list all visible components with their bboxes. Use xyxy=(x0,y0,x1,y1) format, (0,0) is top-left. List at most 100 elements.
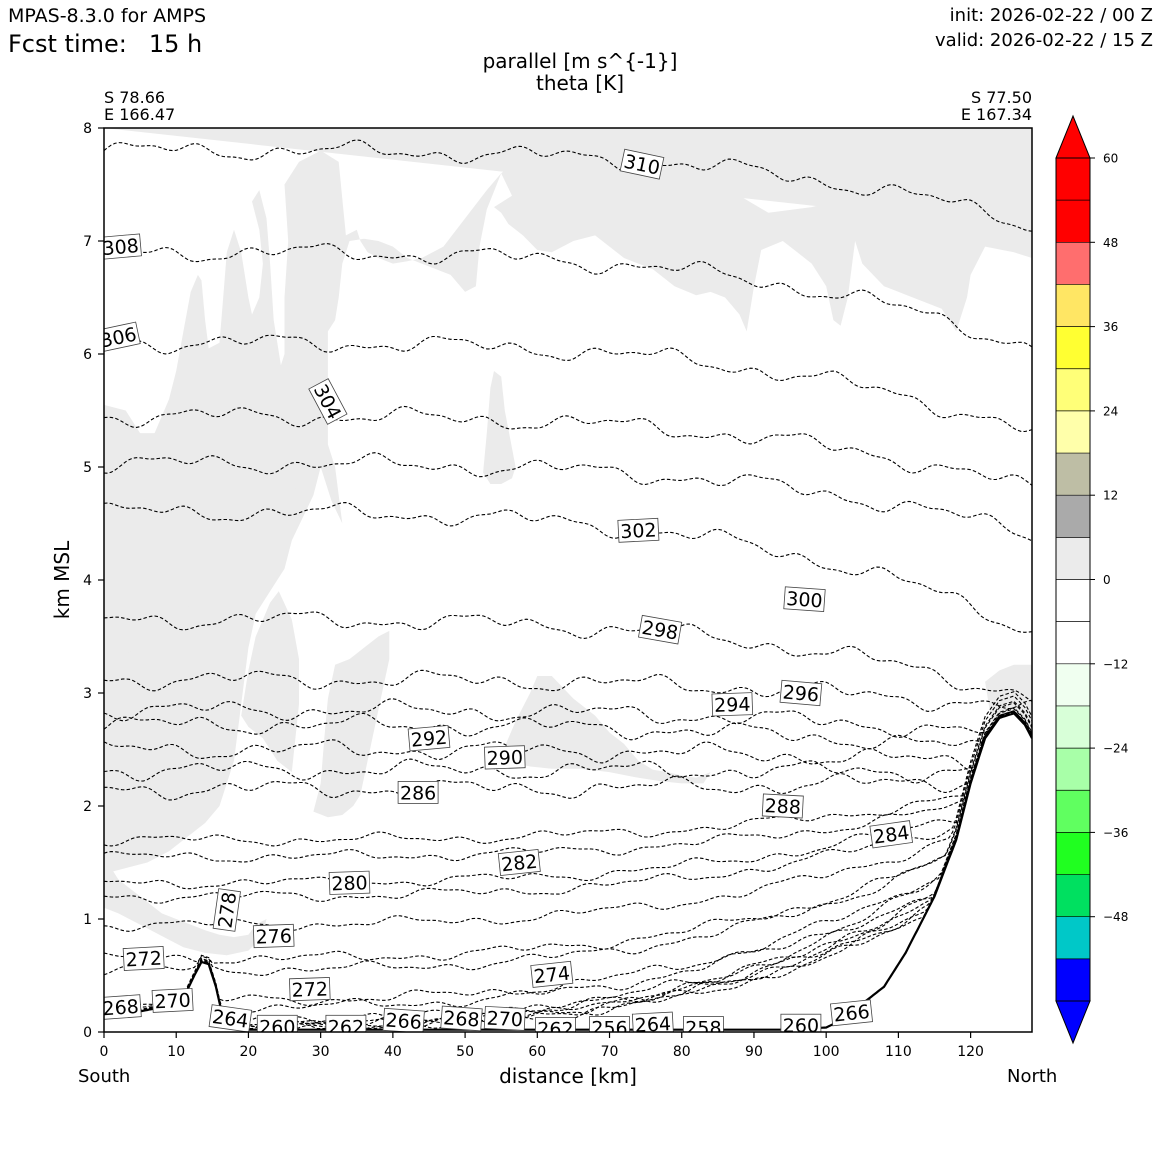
colorbar-bin xyxy=(1056,790,1090,833)
colorbar-bin xyxy=(1056,958,1090,1001)
contour-label-box xyxy=(212,888,241,932)
x-tick-label: 50 xyxy=(456,1044,474,1060)
colorbar-tick-label: 36 xyxy=(1103,320,1118,334)
colorbar-bin xyxy=(1056,326,1090,369)
init-time: init: 2026-02-22 / 00 Z xyxy=(949,5,1153,26)
contour-label-box xyxy=(328,870,371,895)
contour-label-text: 276 xyxy=(255,925,292,948)
lower-left-wind-region-2 xyxy=(104,856,267,956)
mid-left-wind-column xyxy=(241,591,299,773)
y-tick-label: 6 xyxy=(83,347,92,363)
contour-label-text: 294 xyxy=(714,694,751,717)
valid-time: valid: 2026-02-22 / 15 Z xyxy=(935,30,1153,51)
contour-label-text: 302 xyxy=(620,519,657,543)
colorbar-bin xyxy=(1056,874,1090,917)
chart-title-theta: theta [K] xyxy=(536,71,624,95)
contour-label-box xyxy=(589,1016,630,1032)
contour-label-box xyxy=(683,1016,724,1032)
contour-label-298: 298 xyxy=(638,614,683,645)
x-axis-label: distance [km] xyxy=(499,1064,637,1088)
theta-contour-310 xyxy=(104,139,1032,232)
x-tick-label: 80 xyxy=(673,1044,691,1060)
colorbar-tick-label: −48 xyxy=(1103,910,1128,924)
contour-label-282: 282 xyxy=(497,849,541,876)
contour-label-text: 300 xyxy=(786,588,824,612)
colorbar-bin xyxy=(1056,537,1090,580)
colorbar-bin xyxy=(1056,832,1090,875)
colorbar-under-arrow xyxy=(1055,1000,1091,1045)
theta-contour-256 xyxy=(104,711,1032,1030)
contour-label-box xyxy=(619,148,665,180)
contour-label-box xyxy=(252,923,295,949)
theta-contour-300 xyxy=(104,502,1032,633)
x-tick-label: 110 xyxy=(885,1044,912,1060)
y-tick-label: 0 xyxy=(83,1025,92,1041)
x-tick-label: 70 xyxy=(601,1044,619,1060)
contour-label-text: 258 xyxy=(685,1018,721,1040)
contour-label-box xyxy=(631,1011,674,1032)
colorbar-over-arrow xyxy=(1055,114,1091,159)
contour-label-box xyxy=(711,692,754,717)
contour-label-layer: 3103083063043023002982962942922902862882… xyxy=(104,148,913,1040)
colorbar-tick-label: −24 xyxy=(1103,742,1128,756)
contour-label-306: 306 xyxy=(104,321,141,353)
theta-contour-296 xyxy=(104,669,1032,712)
contour-label-text: 266 xyxy=(385,1009,423,1033)
contour-label-text: 270 xyxy=(154,989,191,1013)
contour-label-286: 286 xyxy=(397,781,439,804)
contour-label-text: 256 xyxy=(591,1018,627,1040)
x-tick-label: 10 xyxy=(167,1044,185,1060)
theta-contour-294 xyxy=(104,698,1032,738)
colorbar-bin xyxy=(1056,916,1090,959)
contour-label-box xyxy=(104,321,141,353)
contour-label-box xyxy=(779,679,823,707)
right-endpoint-longitude: E 167.34 xyxy=(960,105,1032,124)
right-endpoint-latitude: S 77.50 xyxy=(970,88,1032,107)
contour-label-box xyxy=(638,614,683,645)
contour-label-box xyxy=(535,1017,576,1032)
contour-label-box xyxy=(397,781,439,804)
contour-label-box xyxy=(497,849,541,876)
colorbar-tick-label: 12 xyxy=(1103,489,1118,503)
contour-label-260: 260 xyxy=(780,1013,822,1032)
theta-contour-288 xyxy=(104,710,1032,784)
contour-label-262: 262 xyxy=(325,1014,367,1032)
theta-contour-284 xyxy=(104,710,1032,847)
contour-label-box xyxy=(122,946,165,971)
contour-label-box xyxy=(208,1004,253,1032)
x-tick-label: 120 xyxy=(957,1044,984,1060)
colorbar-tick-label: 0 xyxy=(1103,573,1111,587)
axes-layer: 0 10 20 30 40 50 60 70 80 90 100 110 120 0 1 2 3 4 5 6 7 8 xyxy=(83,121,984,1060)
contour-label-box xyxy=(530,960,574,988)
contour-label-box xyxy=(407,725,451,752)
contour-label-300: 300 xyxy=(783,586,826,612)
colorbar-bin xyxy=(1056,453,1090,496)
left-endpoint-longitude: E 166.47 xyxy=(104,105,176,124)
contour-label-box xyxy=(289,976,331,1002)
contour-label-text: 266 xyxy=(832,1001,870,1027)
contour-label-296: 296 xyxy=(779,679,823,707)
contour-label-box xyxy=(151,987,194,1013)
colorbar-bin xyxy=(1056,706,1090,749)
y-axis-label: km MSL xyxy=(50,540,74,619)
upper-wind-band xyxy=(104,128,1032,693)
contour-label-box xyxy=(104,233,142,260)
x-tick-label: 90 xyxy=(745,1044,763,1060)
contour-label-270: 270 xyxy=(483,1005,526,1031)
contour-label-text: 286 xyxy=(400,782,436,804)
colorbar-bin xyxy=(1056,158,1090,201)
contour-label-box xyxy=(783,586,826,612)
theta-contour-302 xyxy=(104,452,1032,542)
lower-left-wind-region xyxy=(104,404,325,874)
theta-contour-282 xyxy=(104,710,1032,863)
x-tick-label: 30 xyxy=(312,1044,330,1060)
contour-label-266: 266 xyxy=(382,1007,425,1033)
contour-label-260: 260 xyxy=(256,1014,298,1032)
contour-label-text: 292 xyxy=(410,727,448,752)
colorbar: −48 −36 −24 −12 0 12 24 36 48 60 xyxy=(1055,114,1128,1045)
contour-label-text: 274 xyxy=(533,963,571,989)
contour-label-text: 280 xyxy=(331,872,368,895)
contour-label-264: 264 xyxy=(631,1011,674,1032)
north-direction-label: North xyxy=(1007,1066,1058,1087)
